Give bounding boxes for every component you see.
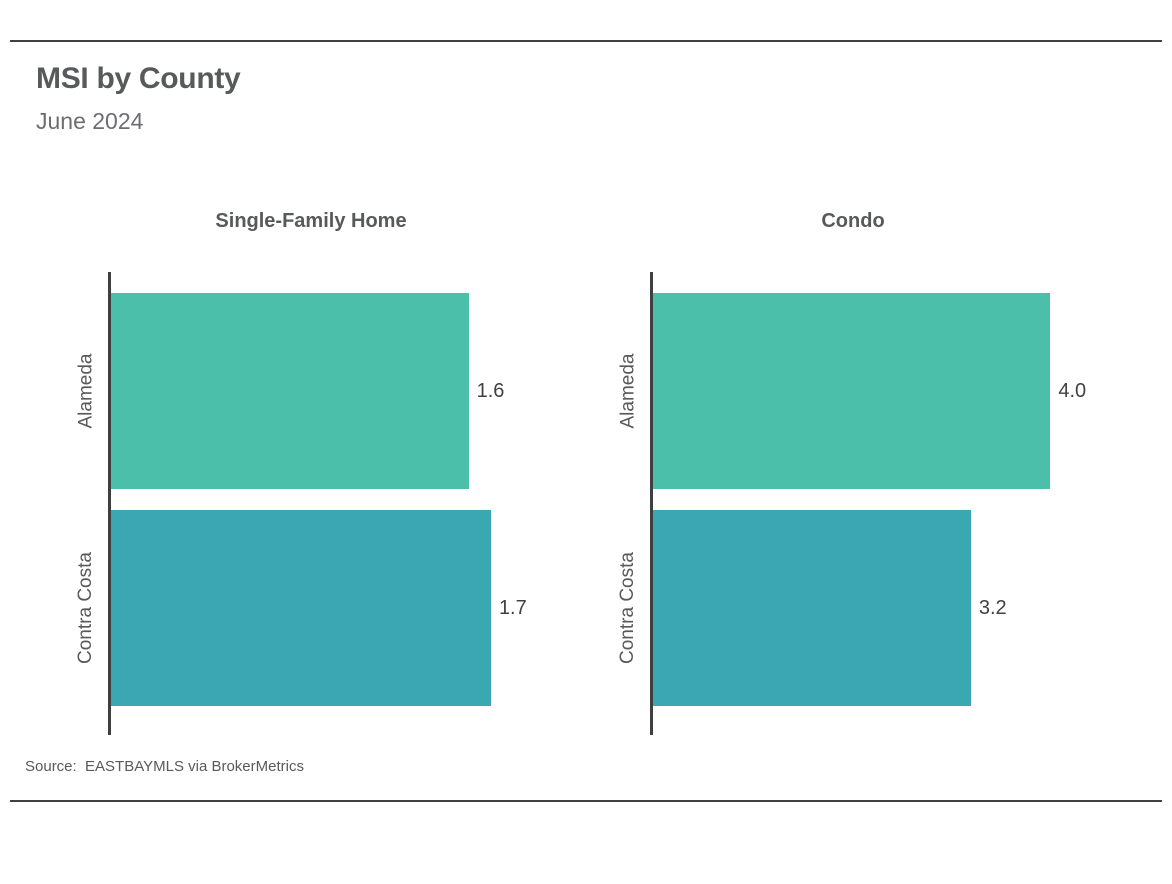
- plot-wrap: Alameda Contra Costa 1.6 1.7: [64, 272, 558, 735]
- y-axis-labels: Alameda Contra Costa: [606, 272, 650, 735]
- panel-title-condo: Condo: [821, 210, 885, 232]
- bar-row-alameda: 4.0: [653, 293, 1100, 489]
- bar-alameda-condo: [653, 293, 1051, 489]
- bar-alameda-sfh: [111, 293, 469, 489]
- bar-value-label: 3.2: [978, 596, 1007, 619]
- y-axis-label-alameda: Alameda: [606, 293, 650, 489]
- panel-title-single-family-home: Single-Family Home: [215, 210, 407, 232]
- bar-row-alameda: 1.6: [111, 293, 558, 489]
- plot-area-single-family-home: 1.6 1.7: [108, 272, 558, 735]
- y-axis-label-text: Contra Costa: [75, 552, 97, 664]
- y-axis-label-text: Alameda: [75, 353, 96, 429]
- figure-title: MSI by County: [36, 62, 241, 95]
- bar-value-label: 4.0: [1058, 379, 1087, 402]
- bar-contra-costa-condo: [653, 510, 971, 706]
- bar-value-label: 1.7: [498, 596, 527, 619]
- bar-value-label: 1.6: [476, 379, 505, 402]
- figure-subtitle: June 2024: [36, 108, 144, 134]
- top-rule: [10, 40, 1162, 42]
- plot-wrap: Alameda Contra Costa 4.0 3.2: [606, 272, 1100, 735]
- y-axis-label-text: Contra Costa: [617, 552, 639, 664]
- bar-row-contra-costa: 3.2: [653, 510, 1100, 706]
- bar-contra-costa-sfh: [111, 510, 491, 706]
- y-axis-label-contra-costa: Contra Costa: [606, 510, 650, 706]
- plot-area-condo: 4.0 3.2: [650, 272, 1100, 735]
- source-note: Source: EASTBAYMLS via BrokerMetrics: [25, 758, 304, 775]
- bar-row-contra-costa: 1.7: [111, 510, 558, 706]
- y-axis-labels: Alameda Contra Costa: [64, 272, 108, 735]
- chart-panel-single-family-home: Single-Family Home Alameda Contra Costa …: [64, 210, 558, 735]
- y-axis-label-text: Alameda: [617, 353, 638, 429]
- y-axis-label-alameda: Alameda: [64, 293, 108, 489]
- bottom-rule: [10, 800, 1162, 802]
- chart-panel-condo: Condo Alameda Contra Costa 4.0 3.2: [606, 210, 1100, 735]
- y-axis-label-contra-costa: Contra Costa: [64, 510, 108, 706]
